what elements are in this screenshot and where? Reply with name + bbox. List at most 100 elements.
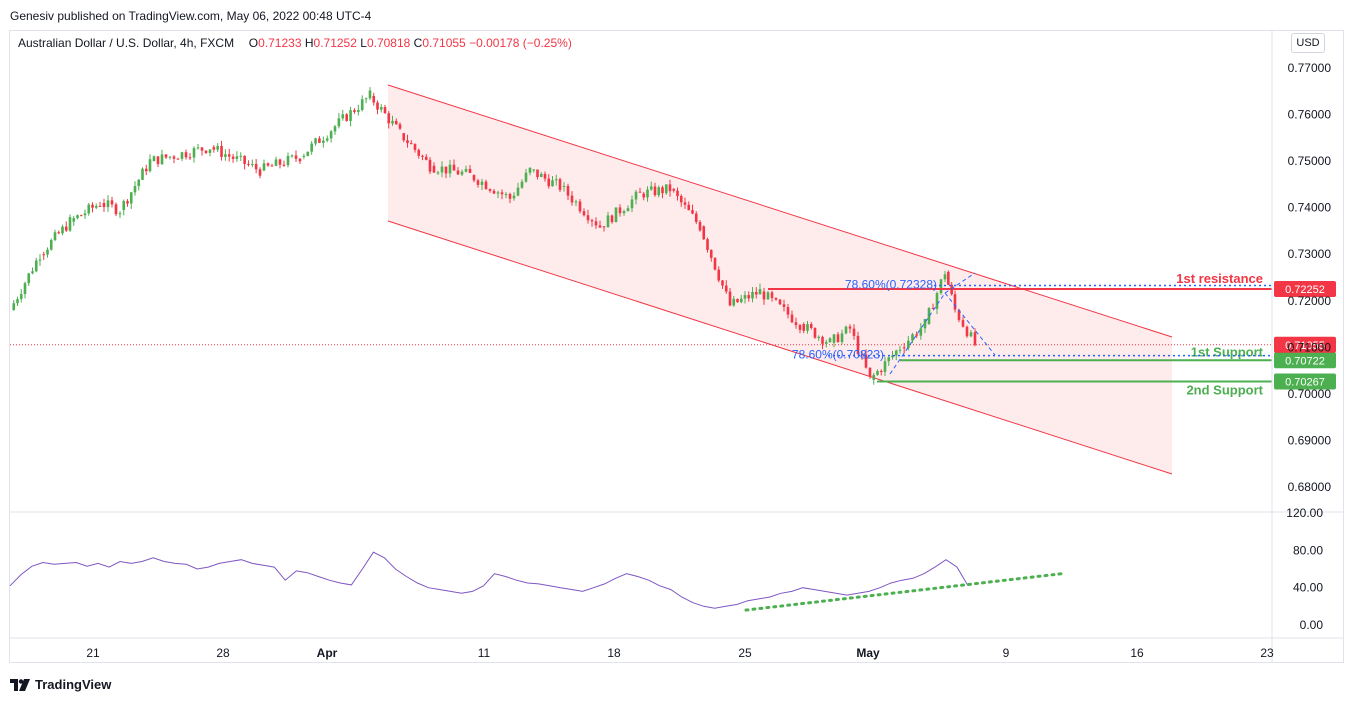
time-tick-label: May: [856, 646, 880, 660]
price-axis: 0.77000 0.76000 0.75000 0.74000 0.73000 0.720…: [9, 30, 1344, 662]
price-tick-label: 0.75000: [1288, 154, 1332, 168]
candle-body: [428, 159, 432, 172]
candle-body: [606, 215, 610, 228]
candle-body: [709, 249, 713, 258]
candle-body: [251, 163, 254, 165]
time-tick-label: 23: [1260, 646, 1274, 660]
rsi-tick-label: 0.00: [1300, 618, 1324, 632]
candle-body: [379, 107, 383, 110]
candle-body: [322, 140, 325, 143]
candle-body: [813, 327, 817, 338]
candle-body: [883, 361, 887, 372]
level-price-text: 0.70267: [1285, 376, 1325, 388]
candle-body: [118, 213, 122, 215]
candle-body: [969, 332, 973, 337]
candle-body: [953, 294, 957, 310]
candle-body: [152, 156, 156, 162]
price-tick-label: 0.73000: [1288, 247, 1332, 261]
candle-body: [809, 324, 813, 328]
symbol-name[interactable]: Australian Dollar / U.S. Dollar, 4h, FXC…: [18, 36, 235, 50]
candle-body: [547, 178, 551, 187]
price-tick-label: 0.71000: [1288, 340, 1332, 354]
price-tick-label: 0.77000: [1288, 61, 1332, 75]
candle-body: [646, 189, 649, 198]
candle-body: [894, 350, 898, 356]
candle-body: [184, 152, 188, 158]
close-value: 0.71055: [422, 36, 466, 50]
candle-body: [432, 165, 436, 173]
candle-body: [76, 215, 79, 219]
level-label: 1st Support: [1191, 344, 1264, 359]
candle-body: [743, 295, 747, 299]
candle-body: [129, 192, 133, 204]
candle-body: [638, 191, 642, 193]
candle-body: [42, 254, 46, 256]
candle-body: [824, 342, 828, 344]
fib-label: 78.60%(0.72328): [845, 278, 937, 292]
candle-body: [72, 218, 76, 222]
candle-body: [687, 204, 691, 211]
candle-body: [657, 187, 661, 196]
candle-body: [798, 325, 802, 330]
candle-body: [817, 336, 821, 338]
candle-body: [911, 334, 914, 341]
candle-body: [832, 334, 836, 343]
level-price-text: 0.72252: [1285, 284, 1325, 296]
candle-body: [200, 147, 204, 151]
tradingview-logo[interactable]: TradingView: [10, 677, 111, 692]
candle-body: [34, 260, 38, 272]
last-price-text: 0.71055: [1285, 340, 1325, 352]
candle-body: [333, 126, 337, 132]
candle-body: [122, 201, 126, 210]
candle-body: [68, 217, 72, 231]
candle-body: [387, 113, 391, 124]
price-tick-label: 0.74000: [1288, 201, 1332, 215]
brand-name: TradingView: [35, 677, 112, 692]
candle-body: [31, 271, 34, 274]
candle-body: [821, 336, 824, 344]
candle-body: [345, 114, 348, 121]
candles: [12, 87, 977, 385]
candle-body: [762, 291, 766, 300]
level-label: 1st resistance: [1176, 271, 1263, 286]
candle-body: [676, 190, 679, 196]
candle-body: [91, 204, 94, 208]
candle-body: [79, 215, 83, 217]
candle-body: [653, 186, 657, 196]
candle-body: [860, 353, 864, 355]
currency-button[interactable]: USD: [1291, 33, 1325, 53]
time-tick-label: Apr: [317, 646, 338, 660]
time-tick-label: 9: [1003, 646, 1010, 660]
candle-body: [468, 168, 472, 173]
candle-body: [770, 292, 774, 298]
candle-body: [578, 201, 582, 212]
candle-body: [394, 120, 398, 125]
candle-body: [492, 190, 496, 194]
candle-body: [539, 173, 543, 178]
candle-body: [852, 328, 856, 336]
candle-body: [484, 181, 488, 190]
candle-body: [282, 164, 286, 166]
open-label: O: [248, 36, 259, 50]
candle-body: [806, 324, 809, 331]
candle-body: [562, 185, 566, 187]
candle-body: [302, 155, 306, 157]
candle-body: [961, 320, 965, 327]
candle-body: [649, 186, 653, 190]
last-price-tag: [1274, 336, 1336, 353]
candle-body: [98, 205, 102, 207]
time-tick-label: 11: [478, 646, 491, 660]
candle-body: [235, 156, 239, 159]
candle-body: [224, 154, 227, 157]
candle-body: [754, 292, 758, 295]
candle-body: [848, 326, 852, 329]
candle-body: [698, 221, 702, 231]
open-value: 0.71233: [258, 36, 302, 50]
candle-body: [891, 355, 894, 358]
candle-body: [724, 285, 728, 292]
candle-body: [747, 295, 751, 299]
fib-label: 78.60%(0.70823): [792, 348, 884, 362]
candle-body: [661, 187, 664, 194]
candle-body: [717, 269, 721, 281]
